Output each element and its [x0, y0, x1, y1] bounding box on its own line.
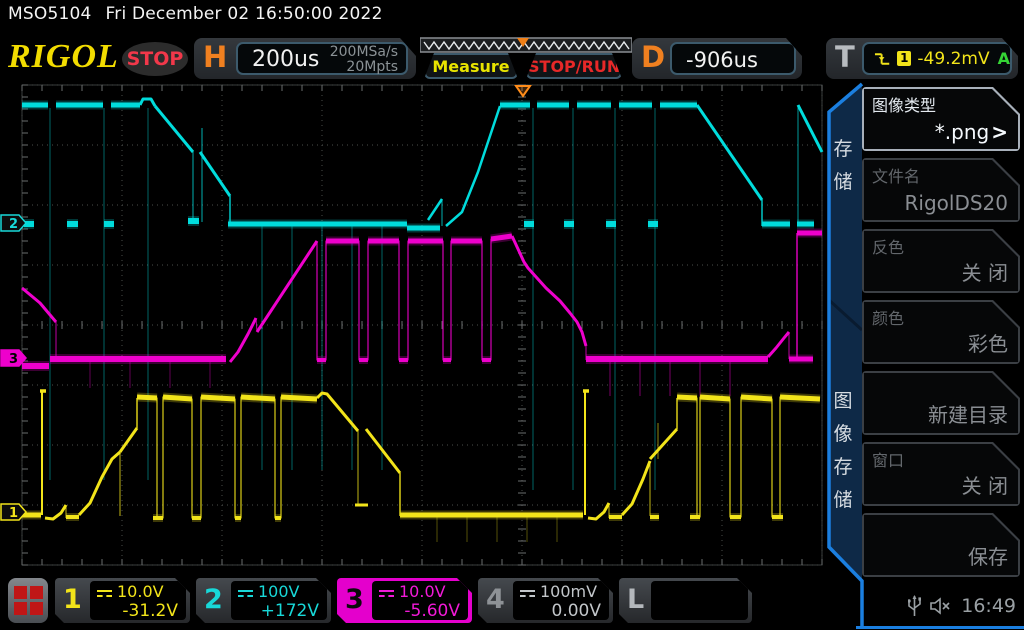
channel2-position-marker	[0, 214, 27, 232]
measure-button[interactable]: Measure	[424, 53, 518, 79]
channel3-position-marker	[0, 349, 27, 367]
titlebar: MSO5104 Fri December 02 16:50:00 2022	[8, 4, 397, 24]
channel4-status-box[interactable]: 4 100mV 0.00V	[478, 578, 613, 623]
channel2-number: 2	[204, 584, 223, 615]
channel4-number: 4	[486, 584, 505, 615]
status-tray: 16:49	[908, 595, 1016, 617]
d-label: D	[641, 40, 666, 74]
memory-depth: 20Mpts	[346, 59, 398, 75]
trace-ch2	[22, 97, 824, 490]
channel2-values: 100V +172V	[231, 581, 327, 620]
t-label: T	[835, 40, 855, 74]
trigger-mode-auto: A	[997, 49, 1010, 68]
delay-settings-box[interactable]: D -906us	[632, 38, 802, 79]
clock: 16:49	[961, 595, 1016, 617]
menu-item-color[interactable]: 颜色 彩色	[862, 300, 1020, 364]
trace-ch3	[21, 228, 822, 396]
delay-panel: -906us	[670, 42, 796, 75]
trigger-falling-edge-icon	[874, 51, 891, 67]
memory-position-bar[interactable]	[419, 37, 633, 53]
channel1-values: 10.0V -31.2V	[90, 581, 186, 620]
menu-bottom-accent	[856, 626, 1024, 629]
channel1-position-marker	[0, 503, 27, 521]
channel1-number: 1	[63, 584, 82, 615]
usb-icon	[908, 595, 922, 616]
h-label: H	[203, 40, 228, 74]
channel4-offset: 0.00V	[551, 601, 601, 621]
speaker-muted-icon[interactable]	[930, 597, 952, 615]
horizontal-settings-box[interactable]: H 200us 200MSa/s 20Mpts	[194, 38, 416, 79]
storage-menu-panel: 图像类型 *.png > 文件名 RigolDS20 反色 关 闭 颜色 彩色 新…	[858, 84, 1024, 630]
menu-item-invert[interactable]: 反色 关 闭	[862, 229, 1020, 293]
svg-text:1: 1	[9, 506, 18, 521]
channel3-number: 3	[345, 584, 364, 615]
channel3-scale: 10.0V	[399, 582, 446, 601]
channel4-scale: 100mV	[540, 582, 598, 601]
dc-coupling-icon	[520, 590, 535, 598]
logic-channel-list: 0 1 2 3 4 5 6 7 8 9 1011 12131415	[651, 581, 748, 620]
trigger-level-value: -49.2mV	[917, 48, 990, 69]
delay-value: -906us	[686, 48, 758, 72]
menu-item-value: *.png >	[934, 120, 1008, 144]
channel-markers[interactable]: 1 2 3	[0, 214, 27, 521]
dc-coupling-icon	[97, 590, 112, 598]
channel3-status-box-selected[interactable]: 3 10.0V -5.60V	[337, 578, 472, 623]
sidebar-tab-strip	[827, 82, 864, 626]
menu-item-window[interactable]: 窗口 关 闭	[862, 442, 1020, 506]
submenu-arrow-icon: >	[991, 120, 1008, 144]
menu-item-image-type[interactable]: 图像类型 *.png >	[862, 87, 1020, 151]
svg-text:2: 2	[9, 217, 18, 232]
trace-ch1	[22, 389, 821, 542]
trigger-panel: 1 -49.2mV A	[862, 42, 1012, 75]
channel2-offset: +172V	[260, 601, 319, 621]
sample-rate: 200MSa/s	[329, 44, 398, 60]
channel4-values: 100mV 0.00V	[513, 581, 609, 620]
datetime-label: Fri December 02 16:50:00 2022	[105, 4, 383, 24]
rigol-logo: RIGOL	[8, 38, 119, 75]
run-state-badge: STOP	[122, 42, 188, 76]
menu-item-save[interactable]: 保存	[862, 513, 1020, 577]
channel1-scale: 10.0V	[117, 582, 164, 601]
logic-label: L	[627, 584, 645, 615]
channel3-offset: -5.60V	[404, 601, 460, 621]
channel-menu-grid-button[interactable]	[8, 578, 48, 623]
logic-channels-box[interactable]: L 0 1 2 3 4 5 6 7 8 9 1011 12131415	[619, 578, 752, 623]
menu-item-new-folder[interactable]: 新建目录	[862, 371, 1020, 435]
dc-coupling-icon	[379, 590, 394, 598]
graticule	[21, 84, 823, 566]
tab-storage[interactable]: 存储	[833, 138, 853, 193]
tab-image-storage[interactable]: 图像存储	[833, 390, 853, 511]
timebase-value: 200us	[252, 47, 320, 72]
trigger-position-marker[interactable]	[514, 85, 532, 98]
channel2-status-box[interactable]: 2 100V +172V	[196, 578, 331, 623]
channel1-status-box[interactable]: 1 10.0V -31.2V	[55, 578, 190, 623]
trigger-source-badge: 1	[897, 51, 911, 66]
dc-coupling-icon	[238, 590, 253, 598]
model-label: MSO5104	[8, 4, 92, 24]
channel1-offset: -31.2V	[122, 601, 178, 621]
menu-item-file-name[interactable]: 文件名 RigolDS20	[862, 158, 1020, 222]
channel3-values: 10.0V -5.60V	[372, 581, 468, 620]
menu-item-label: 图像类型	[872, 96, 937, 115]
zigzag-bar-icon	[419, 37, 633, 53]
grid-icon	[14, 586, 27, 599]
trigger-settings-box[interactable]: T 1 -49.2mV A	[826, 38, 1018, 79]
timebase-panel: 200us 200MSa/s 20Mpts	[236, 42, 408, 75]
acquisition-info: 200MSa/s 20Mpts	[330, 44, 398, 75]
channel2-scale: 100V	[258, 582, 300, 601]
stop-run-button[interactable]: STOP/RUN	[526, 53, 622, 79]
svg-text:3: 3	[9, 352, 18, 367]
